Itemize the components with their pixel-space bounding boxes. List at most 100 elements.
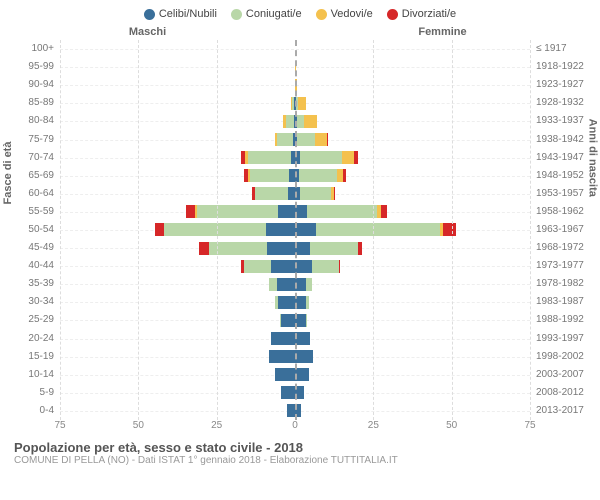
- bar-segment-celibi: [295, 296, 306, 309]
- bar-segment-vedovi: [315, 133, 327, 146]
- bar-segment-divorziati: [354, 151, 359, 164]
- bar-segment-celibi: [277, 278, 295, 291]
- male-bar: [226, 368, 295, 381]
- age-group-label: 35-39: [10, 275, 54, 293]
- y-left-axis-label: Fasce di età: [2, 142, 14, 205]
- male-bar: [239, 386, 295, 399]
- age-group-label: 0-4: [10, 402, 54, 420]
- birth-year-label: 1998-2002: [536, 348, 590, 366]
- female-bar: [295, 169, 405, 182]
- birth-year-label: 1933-1937: [536, 112, 590, 130]
- female-bar: [295, 151, 417, 164]
- age-group-label: 85-89: [10, 94, 54, 112]
- bar-segment-divorziati: [327, 133, 328, 146]
- pyramid-row: [60, 348, 530, 366]
- bar-segment-coniugati: [209, 242, 267, 255]
- birth-year-label: 1918-1922: [536, 58, 590, 76]
- x-tick-label: 25: [211, 420, 222, 431]
- female-bar: [295, 314, 348, 327]
- bar-segment-celibi: [278, 205, 295, 218]
- age-group-label: 40-44: [10, 257, 54, 275]
- female-bar: [295, 368, 351, 381]
- pyramid-row: [60, 167, 530, 185]
- female-bar: [295, 205, 442, 218]
- bar-segment-divorziati: [334, 187, 335, 200]
- birth-year-label: 1983-1987: [536, 293, 590, 311]
- birth-year-label: 1953-1957: [536, 185, 590, 203]
- bar-segment-divorziati: [381, 205, 387, 218]
- birth-year-label: 1948-1952: [536, 167, 590, 185]
- male-bar: [242, 115, 295, 128]
- x-ticks: 7550250255075: [60, 420, 530, 436]
- bar-segment-celibi: [281, 386, 295, 399]
- chart-subtitle: COMUNE DI PELLA (NO) - Dati ISTAT 1° gen…: [14, 455, 590, 466]
- bar-segment-coniugati: [255, 187, 288, 200]
- x-tick-label: 50: [133, 420, 144, 431]
- plot-area: Fasce di età Anni di nascita 100+95-9990…: [10, 40, 590, 420]
- bar-segment-coniugati: [306, 314, 307, 327]
- bar-segment-coniugati: [164, 223, 266, 236]
- bar-segment-coniugati: [300, 187, 331, 200]
- age-group-label: 10-14: [10, 366, 54, 384]
- pyramid-row: [60, 275, 530, 293]
- chart-title: Popolazione per età, sesso e stato civil…: [14, 440, 590, 455]
- male-bar: [182, 260, 295, 273]
- female-bar: [295, 187, 392, 200]
- male-bar: [264, 97, 295, 110]
- female-header: Femmine: [295, 26, 530, 38]
- legend-item-divorziati: Divorziati/e: [387, 8, 456, 20]
- population-pyramid-chart: Celibi/NubiliConiugati/eVedovi/eDivorzia…: [0, 0, 600, 500]
- x-tick-label: 75: [524, 420, 535, 431]
- female-bar: [295, 296, 351, 309]
- age-group-label: 90-94: [10, 76, 54, 94]
- pyramid-row: [60, 239, 530, 257]
- female-bar: [295, 79, 314, 92]
- legend-label: Vedovi/e: [331, 8, 373, 20]
- column-headers: Maschi Femmine: [10, 26, 590, 38]
- bar-segment-divorziati: [199, 242, 209, 255]
- birth-year-label: 1928-1932: [536, 94, 590, 112]
- female-bar: [295, 386, 342, 399]
- age-group-label: 70-74: [10, 149, 54, 167]
- bar-segment-celibi: [281, 314, 295, 327]
- birth-year-label: 1993-1997: [536, 330, 590, 348]
- age-group-label: 50-54: [10, 221, 54, 239]
- male-bar: [185, 169, 295, 182]
- age-group-label: 75-79: [10, 130, 54, 148]
- age-group-label: 30-34: [10, 293, 54, 311]
- bar-segment-coniugati: [250, 169, 289, 182]
- legend-label: Divorziati/e: [402, 8, 456, 20]
- male-bar: [235, 314, 295, 327]
- pyramid-row: [60, 76, 530, 94]
- bar-segment-celibi: [295, 242, 310, 255]
- bar-segment-celibi: [267, 242, 295, 255]
- bar-segment-coniugati: [244, 260, 271, 273]
- female-bar: [295, 404, 333, 417]
- bar-segment-celibi: [266, 223, 295, 236]
- bar-segment-coniugati: [310, 242, 358, 255]
- pyramid-row: [60, 221, 530, 239]
- legend-item-vedovi: Vedovi/e: [316, 8, 373, 20]
- bars-area: [60, 40, 530, 420]
- pyramid-row: [60, 384, 530, 402]
- bar-segment-celibi: [269, 350, 295, 363]
- pyramid-row: [60, 185, 530, 203]
- pyramid-row: [60, 40, 530, 58]
- male-bar: [220, 332, 295, 345]
- bar-segment-celibi: [295, 404, 301, 417]
- age-group-label: 5-9: [10, 384, 54, 402]
- x-tick-label: 0: [292, 420, 298, 431]
- age-group-label: 95-99: [10, 58, 54, 76]
- bar-segment-divorziati: [186, 205, 195, 218]
- bar-segment-vedovi: [304, 115, 317, 128]
- bar-segment-celibi: [278, 296, 295, 309]
- chart-footer: Popolazione per età, sesso e stato civil…: [10, 440, 590, 466]
- bar-segment-divorziati: [339, 260, 340, 273]
- pyramid-row: [60, 402, 530, 420]
- bar-segment-celibi: [295, 314, 306, 327]
- birth-year-label: 1923-1927: [536, 76, 590, 94]
- bar-segment-celibi: [288, 187, 295, 200]
- birth-year-label: ≤ 1917: [536, 40, 590, 58]
- bar-segment-vedovi: [342, 151, 353, 164]
- birth-year-label: 1938-1942: [536, 130, 590, 148]
